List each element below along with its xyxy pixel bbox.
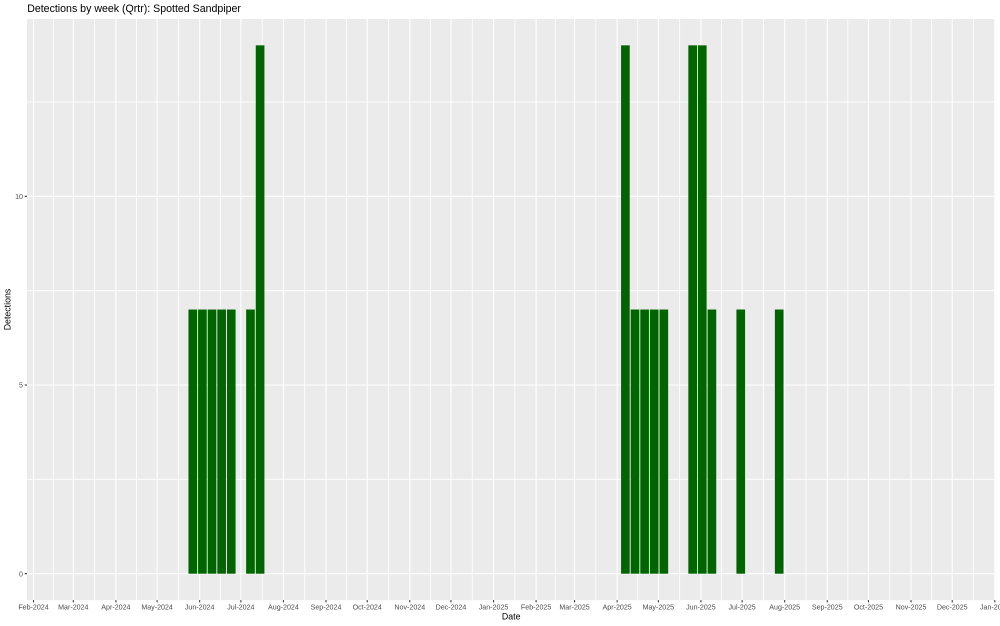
svg-text:Aug-2024: Aug-2024 [268,604,299,612]
svg-text:Detections: Detections [3,288,13,330]
svg-text:Dec-2025: Dec-2025 [937,604,968,612]
svg-text:Oct-2024: Oct-2024 [353,604,382,612]
svg-text:Nov-2024: Nov-2024 [394,604,425,612]
svg-text:Jan-2026: Jan-2026 [980,604,1000,612]
svg-text:Jul-2025: Jul-2025 [729,604,756,612]
svg-text:Dec-2024: Dec-2024 [436,604,467,612]
svg-text:0: 0 [19,570,23,578]
svg-text:5: 5 [19,382,23,390]
svg-text:Apr-2025: Apr-2025 [603,604,632,612]
svg-text:May-2025: May-2025 [643,604,675,612]
svg-text:Jul-2024: Jul-2024 [227,604,254,612]
svg-text:10: 10 [15,193,23,201]
svg-text:Feb-2024: Feb-2024 [18,604,48,612]
svg-text:Oct-2025: Oct-2025 [854,604,883,612]
svg-text:Sep-2024: Sep-2024 [311,604,342,612]
svg-text:Apr-2024: Apr-2024 [101,604,130,612]
svg-text:Date: Date [502,612,521,622]
svg-text:May-2024: May-2024 [141,604,173,612]
svg-text:Detections by week (Qrtr): Spo: Detections by week (Qrtr): Spotted Sandp… [27,3,241,15]
svg-text:Mar-2024: Mar-2024 [58,604,88,612]
svg-text:Jun-2024: Jun-2024 [185,604,215,612]
svg-text:Nov-2025: Nov-2025 [896,604,927,612]
svg-text:Mar-2025: Mar-2025 [559,604,589,612]
svg-text:Sep-2025: Sep-2025 [812,604,843,612]
svg-text:Jan-2025: Jan-2025 [479,604,509,612]
svg-text:Jun-2025: Jun-2025 [686,604,716,612]
svg-text:Feb-2025: Feb-2025 [521,604,551,612]
svg-text:Aug-2025: Aug-2025 [769,604,800,612]
